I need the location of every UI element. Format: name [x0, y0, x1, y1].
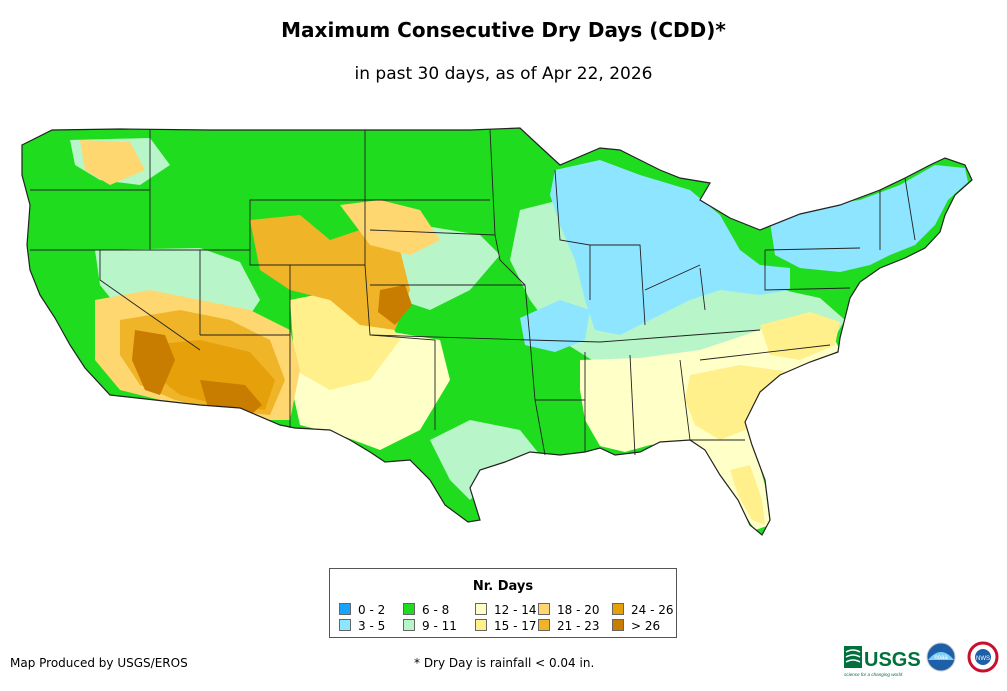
cdd-zone-9-11-texas: [430, 420, 540, 500]
usgs-logo: USGS science for a changing world: [844, 646, 921, 677]
map-subtitle: in past 30 days, as of Apr 22, 2026: [354, 64, 653, 84]
legend-item: > 26: [612, 619, 660, 633]
agency-logos: USGS science for a changing world noaa N…: [844, 641, 999, 677]
legend-label: 15 - 17: [494, 619, 537, 633]
legend-swatch: [475, 603, 487, 615]
credit-text: Map Produced by USGS/EROS: [10, 656, 188, 670]
usgs-tagline: science for a changing world: [844, 672, 903, 677]
legend-swatch: [403, 619, 415, 631]
legend-item: 21 - 23: [538, 619, 600, 633]
legend-title: Nr. Days: [472, 579, 534, 594]
nws-logo: NWS: [967, 641, 999, 673]
legend-label: 21 - 23: [557, 619, 600, 633]
legend-item: 6 - 8: [403, 603, 449, 617]
cdd-zone-15-17-georgia: [685, 365, 800, 440]
noaa-text: noaa: [934, 655, 948, 661]
legend-label: 9 - 11: [422, 619, 457, 633]
legend-swatch: [612, 603, 624, 615]
legend-label: 6 - 8: [422, 603, 450, 617]
legend-item: 3 - 5: [339, 619, 385, 633]
footnote-text: * Dry Day is rainfall < 0.04 in.: [414, 656, 595, 670]
map-title: Maximum Consecutive Dry Days (CDD)*: [281, 18, 726, 42]
legend-item: 18 - 20: [538, 603, 600, 617]
legend-item: 15 - 17: [475, 619, 537, 633]
legend-swatch: [403, 603, 415, 615]
legend-swatch: [475, 619, 487, 631]
usgs-text: USGS: [864, 649, 921, 671]
noaa-logo: noaa: [926, 642, 956, 672]
cdd-zone-3-5-great-lakes: [550, 160, 790, 335]
cdd-zone-over-26-co: [378, 285, 412, 325]
legend-label: 0 - 2: [358, 603, 386, 617]
cdd-zone-3-5-sd: [520, 300, 590, 352]
legend-swatch: [538, 619, 550, 631]
cdd-map: [21, 127, 973, 536]
legend-item: 9 - 11: [403, 619, 457, 633]
legend-label: 12 - 14: [494, 603, 537, 617]
cdd-zone-15-17-florida: [730, 465, 765, 525]
legend-swatch: [538, 603, 550, 615]
legend-label: 3 - 5: [358, 619, 386, 633]
legend-label: 18 - 20: [557, 603, 600, 617]
cdd-zone-15-17-carolinas: [760, 312, 840, 360]
cdd-zone-3-5-northeast: [770, 165, 968, 272]
cdd-zone-over-26-az: [132, 330, 175, 395]
state-boundaries: [21, 127, 973, 536]
legend-item: 0 - 2: [339, 603, 385, 617]
legend-label: 24 - 26: [631, 603, 674, 617]
legend-item: 24 - 26: [612, 603, 674, 617]
nws-text: NWS: [976, 656, 990, 662]
legend-swatch: [339, 603, 351, 615]
legend: Nr. Days 0 - 2 3 - 5 6 - 8 9 - 11 12 - 14 15 …: [329, 568, 677, 638]
legend-swatch: [339, 619, 351, 631]
legend-label: > 26: [631, 619, 661, 633]
legend-swatch: [612, 619, 624, 631]
legend-item: 12 - 14: [475, 603, 537, 617]
cdd-zone-18-20-oregon: [80, 140, 145, 185]
